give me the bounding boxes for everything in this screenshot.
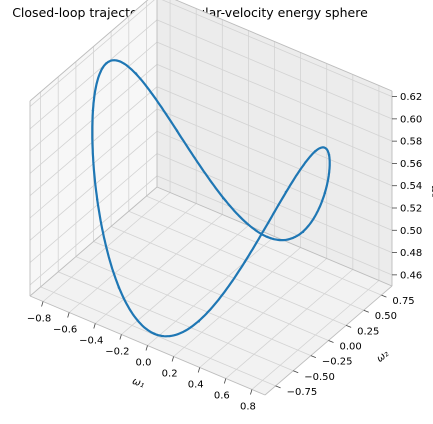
x-tick-label: −0.8 xyxy=(27,314,51,325)
x-tick-label: 0.8 xyxy=(240,402,256,413)
x-tick-mark xyxy=(223,378,227,384)
x-tick-mark xyxy=(119,334,122,340)
trajectory-point xyxy=(284,190,288,194)
trajectory-point xyxy=(134,72,138,75)
y-tick-label: −0.50 xyxy=(304,372,335,383)
x-tick-label: 0.4 xyxy=(188,380,204,391)
x-tick-mark xyxy=(41,301,44,307)
trajectory-point xyxy=(95,198,99,201)
x-tick-mark xyxy=(250,389,253,395)
tick-marks xyxy=(41,96,397,395)
z-tick-label: 0.54 xyxy=(400,181,422,192)
y-axis-label: ω₂ xyxy=(375,348,392,364)
y-tick-mark xyxy=(363,309,369,313)
trajectory-point xyxy=(105,61,108,65)
x-tick-mark xyxy=(93,323,96,329)
trajectory-point xyxy=(323,191,327,195)
trajectory-point xyxy=(266,235,269,239)
x-tick-mark xyxy=(197,367,201,373)
pane-edge xyxy=(156,186,393,287)
y-tick-label: 0.75 xyxy=(392,296,414,307)
x-tick-mark xyxy=(145,345,148,351)
x-tick-label: −0.4 xyxy=(79,336,103,347)
x-tick-label: 0.6 xyxy=(214,391,230,402)
trajectory-point xyxy=(91,109,95,112)
x-tick-label: −0.6 xyxy=(53,325,77,336)
z-tick-label: 0.60 xyxy=(400,114,422,125)
trajectory-point xyxy=(175,129,179,133)
trajectory-point xyxy=(327,153,331,157)
y-tick-label: −0.25 xyxy=(322,357,353,368)
y-tick-mark xyxy=(293,370,299,374)
z-tick-label: 0.62 xyxy=(400,92,422,103)
y-tick-label: 0.00 xyxy=(340,342,362,353)
x-tick-label: 0.2 xyxy=(162,369,178,380)
pane-edge xyxy=(174,0,393,92)
grid-line-z xyxy=(29,0,393,107)
x-tick-label: −0.2 xyxy=(105,347,129,358)
tick-labels: −0.8−0.6−0.4−0.2 0.0 0.2 0.4 0.6 0.8 −0.75 −0.5… xyxy=(27,92,422,412)
z-tick-label: 0.48 xyxy=(400,248,422,259)
z-tick-label: 0.50 xyxy=(400,226,422,237)
y-tick-mark xyxy=(328,340,334,343)
y-tick-label: −0.75 xyxy=(287,387,318,398)
y-tick-mark xyxy=(345,324,352,328)
trajectory-point xyxy=(197,320,201,323)
y-tick-label: 0.50 xyxy=(375,311,397,322)
z-tick-label: 0.46 xyxy=(400,270,422,281)
trajectory-point xyxy=(153,332,156,336)
z-tick-label: 0.52 xyxy=(400,204,422,215)
x-axis-label: ω₁ xyxy=(131,376,146,391)
trajectory-point xyxy=(117,286,121,289)
z-axis-label: ω₃ xyxy=(429,185,433,197)
pane-edge xyxy=(29,186,158,297)
series-group xyxy=(91,59,331,338)
trajectory-point xyxy=(221,197,225,200)
z-tick-label: 0.58 xyxy=(400,137,422,148)
y-tick-mark xyxy=(310,355,317,359)
trajectory-point xyxy=(243,260,247,263)
trajectory-point xyxy=(314,149,317,153)
x-tick-mark xyxy=(171,356,174,362)
trajectory-point xyxy=(301,230,305,234)
z-tick-label: 0.56 xyxy=(400,159,422,170)
x-tick-mark xyxy=(67,312,70,318)
y-tick-mark xyxy=(275,385,281,389)
x-tick-label: 0.0 xyxy=(136,358,152,369)
y-tick-mark xyxy=(381,294,387,298)
y-tick-label: 0.25 xyxy=(357,326,379,337)
pane-edge xyxy=(29,0,149,102)
